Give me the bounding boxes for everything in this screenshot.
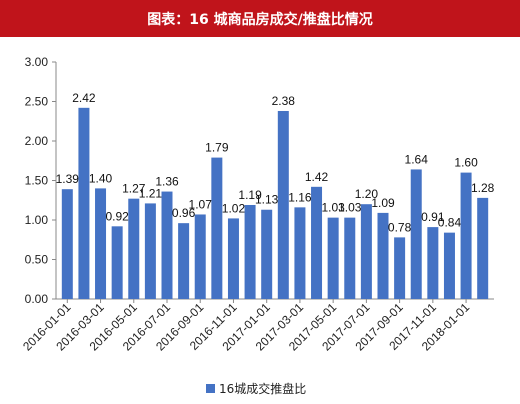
y-tick-label: 0.00 [25,292,49,306]
data-label: 1.16 [288,190,312,204]
data-label: 1.20 [355,187,379,201]
bar [61,189,73,299]
data-label: 0.91 [421,210,445,224]
bar [327,217,339,299]
bar [360,204,372,299]
bar [161,191,173,299]
bar [277,110,289,299]
data-label: 0.84 [438,216,462,230]
bar [443,232,455,299]
data-label: 1.79 [205,141,229,155]
y-tick-label: 2.50 [25,95,49,109]
data-label: 1.27 [122,182,146,196]
data-label: 2.42 [72,91,96,105]
y-tick-label: 1.50 [25,174,49,188]
data-label: 1.13 [255,193,279,207]
bar [261,209,273,299]
legend: 16城成交推盘比 [206,381,306,396]
bar [311,186,323,299]
y-tick-label: 2.00 [25,134,49,148]
bars [61,107,489,299]
data-label: 1.36 [155,175,179,189]
bar-chart: 0.00 0.50 1.00 1.50 2.00 2.50 3.00 1.39 2.42 1.4… [20,55,495,396]
data-label: 1.28 [471,181,495,195]
data-labels: 1.39 2.42 1.40 0.92 1.271.211.36 0.961.07 1.79… [56,91,495,235]
bar [427,227,439,299]
data-label: 1.19 [238,188,262,202]
y-tick-label: 0.50 [25,253,49,267]
data-label: 1.07 [189,197,213,211]
chart-title: 图表：16 城商品房成交/推盘比情况 [0,0,520,37]
bar [477,197,489,299]
x-axis-ticks: 2016-01-012016-03-012016-05-012016-07-01… [20,299,472,354]
legend-label: 16城成交推盘比 [219,381,306,396]
bar [194,214,206,299]
data-label: 1.42 [305,170,329,184]
bar [410,169,422,299]
data-label: 1.02 [222,201,246,215]
bar [111,226,123,299]
y-tick-label: 3.00 [25,55,49,69]
bar [178,223,190,299]
data-label: 2.38 [272,94,296,108]
data-label: 0.92 [105,209,129,223]
bar [394,237,406,299]
y-tick-label: 1.00 [25,213,49,227]
data-label: 1.09 [371,196,395,210]
bar [144,203,156,299]
data-label: 1.03 [338,201,362,215]
bar [244,204,256,299]
data-label: 1.03 [321,201,345,215]
data-label: 0.96 [172,206,196,220]
bar [128,198,140,299]
bar [227,218,239,299]
bar [294,207,306,299]
bar [377,212,389,299]
data-label: 1.64 [405,152,429,166]
data-label: 1.60 [454,156,478,170]
data-label: 0.78 [388,220,412,234]
data-label: 1.39 [56,172,80,186]
y-axis-ticks: 0.00 0.50 1.00 1.50 2.00 2.50 3.00 [25,55,56,306]
bar [211,157,223,299]
bar [344,217,356,299]
bar [78,107,90,299]
legend-swatch [206,384,215,393]
data-label: 1.40 [89,171,113,185]
bar [460,172,472,299]
bar [95,188,107,299]
data-label: 1.21 [139,186,163,200]
